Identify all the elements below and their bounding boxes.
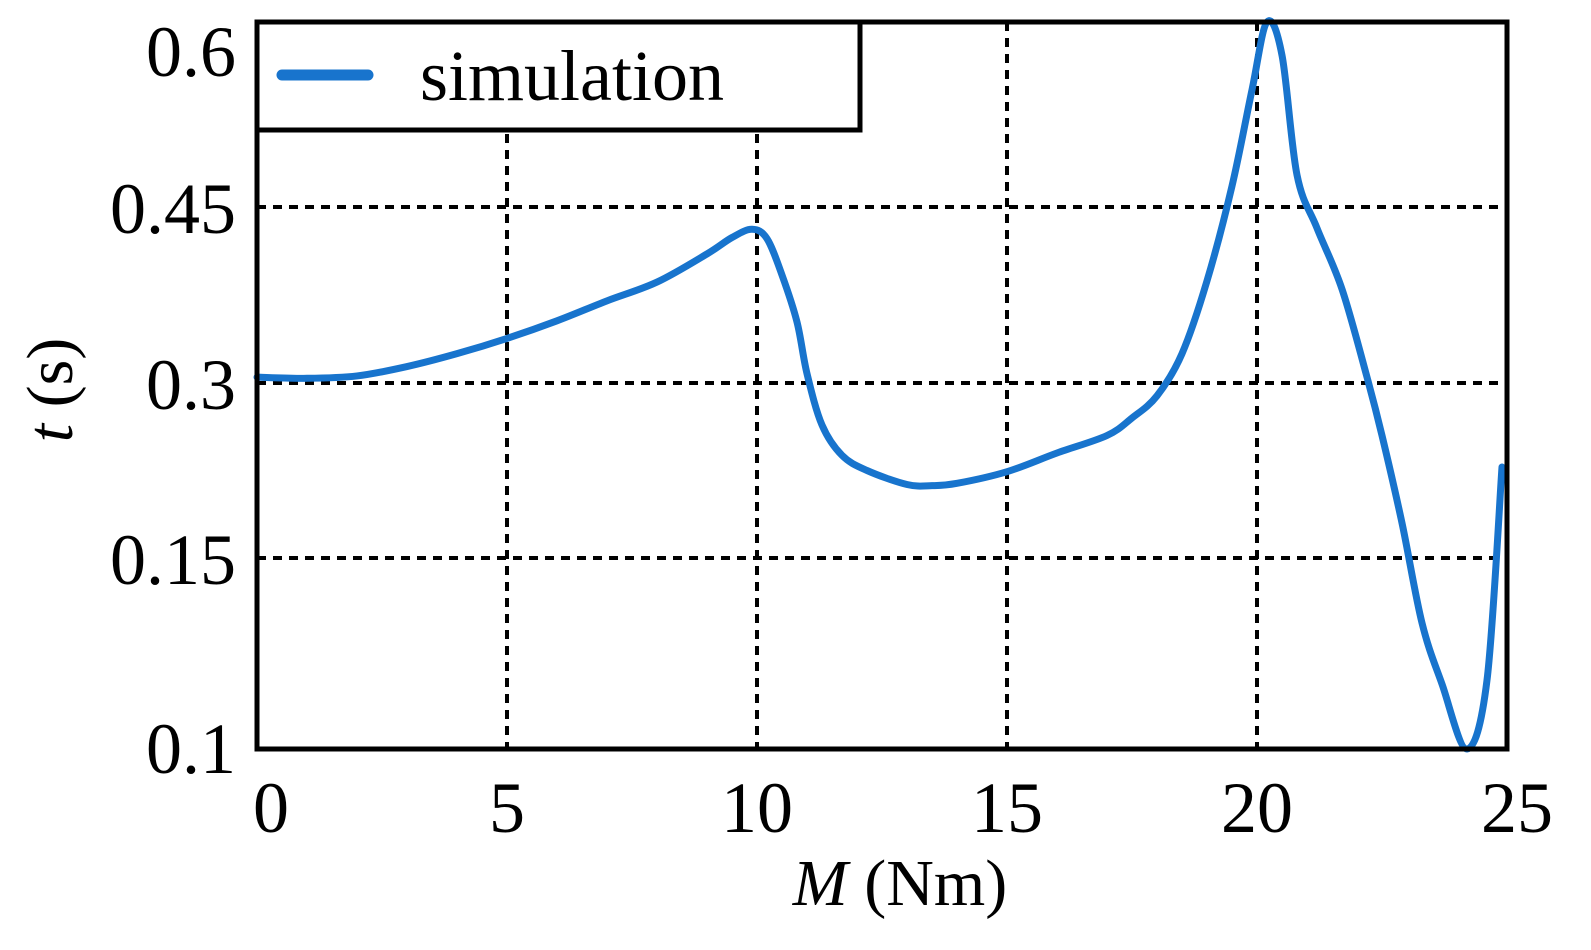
x-axis-unit: (Nm) <box>848 847 1007 920</box>
grid-lines <box>257 22 1507 749</box>
y-tick-label: 0.3 <box>146 345 236 425</box>
x-axis-title: M (Nm) <box>792 847 1007 920</box>
legend: simulation <box>254 19 863 133</box>
x-tick-label: 20 <box>1221 768 1293 848</box>
x-tick-label: 15 <box>971 768 1043 848</box>
y-tick-label: 0.45 <box>110 169 236 249</box>
x-tick-label: 25 <box>1481 768 1553 848</box>
y-axis-var: t <box>14 422 87 442</box>
x-tick-label: 10 <box>721 768 793 848</box>
x-tick-labels: 0 5 10 15 20 25 <box>253 768 1553 848</box>
y-tick-label: 0.15 <box>110 520 236 600</box>
x-axis-var: M <box>792 847 852 920</box>
y-tick-label: 0.6 <box>146 12 236 92</box>
legend-label: simulation <box>420 36 724 116</box>
y-tick-labels: 0.1 0.15 0.3 0.45 0.6 <box>110 12 236 789</box>
series-layer <box>253 17 1506 753</box>
x-tick-label: 5 <box>489 768 525 848</box>
plot-frame <box>254 19 1510 752</box>
series-line-simulation <box>253 17 1506 753</box>
x-tick-label: 0 <box>253 768 289 848</box>
y-axis-unit: (s) <box>14 338 87 424</box>
y-axis-title: t (s) <box>14 338 87 443</box>
y-tick-label: 0.1 <box>146 709 236 789</box>
